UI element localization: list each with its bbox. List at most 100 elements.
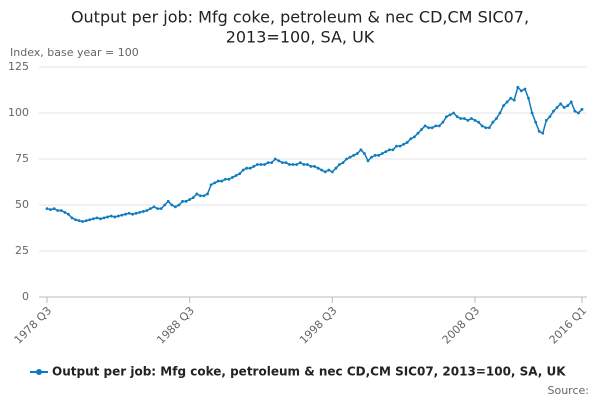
data-point — [527, 96, 530, 100]
data-point — [459, 117, 463, 120]
source: Source: — [548, 384, 590, 397]
data-point — [116, 214, 120, 218]
data-point — [273, 157, 277, 161]
data-point — [555, 106, 559, 109]
data-point — [434, 124, 438, 128]
y-tick-label: 0 — [22, 290, 29, 303]
data-point — [52, 207, 56, 211]
data-point — [427, 126, 431, 130]
data-point — [462, 117, 466, 120]
data-point — [91, 217, 95, 221]
data-point — [320, 168, 324, 172]
data-point — [412, 135, 416, 139]
data-point — [134, 211, 138, 215]
data-point — [316, 166, 320, 170]
data-point — [263, 163, 266, 166]
data-point — [352, 153, 356, 157]
data-point — [152, 205, 156, 209]
x-tick-label: 1998 Q3 — [297, 304, 340, 347]
data-point — [409, 137, 413, 141]
data-point — [238, 172, 242, 176]
x-tick-label: 2008 Q3 — [440, 304, 483, 347]
data-point — [388, 148, 391, 152]
data-point — [477, 120, 480, 124]
data-point — [59, 209, 63, 212]
data-point — [569, 100, 573, 104]
data-point — [445, 115, 448, 119]
data-point — [391, 148, 395, 152]
data-point — [56, 209, 60, 212]
data-point — [455, 115, 459, 119]
data-point — [466, 118, 470, 122]
data-point — [402, 142, 406, 146]
y-axis-label: Index, base year = 100 — [10, 46, 139, 59]
data-point — [266, 161, 270, 165]
data-point — [241, 168, 245, 172]
data-point — [509, 96, 513, 100]
data-point — [163, 203, 167, 207]
data-point — [359, 148, 363, 152]
data-point — [573, 109, 577, 113]
data-point — [537, 130, 541, 133]
data-point — [541, 131, 545, 135]
data-point — [395, 144, 398, 148]
data-point — [63, 210, 67, 214]
data-point — [95, 216, 99, 220]
data-point — [480, 124, 484, 128]
data-point — [170, 203, 174, 207]
data-point — [552, 109, 555, 113]
data-point — [231, 176, 234, 179]
data-point — [384, 150, 388, 154]
data-point — [377, 153, 381, 157]
data-point — [519, 89, 523, 93]
data-point — [373, 153, 377, 157]
data-point — [67, 212, 70, 216]
series-line — [46, 85, 583, 223]
data-point — [470, 117, 473, 120]
data-point — [145, 209, 149, 212]
data-point — [227, 177, 231, 181]
data-point — [124, 212, 127, 216]
data-point — [284, 161, 288, 165]
data-point — [277, 159, 281, 163]
data-point — [177, 203, 181, 207]
data-point — [577, 111, 580, 115]
data-point — [206, 192, 209, 196]
data-point — [216, 179, 220, 183]
data-point — [562, 106, 566, 109]
data-point — [156, 207, 159, 211]
data-point — [291, 163, 295, 166]
data-point — [313, 164, 316, 168]
data-point — [298, 161, 302, 165]
data-point — [491, 120, 495, 124]
data-point — [370, 155, 373, 159]
data-point — [113, 215, 117, 219]
data-point — [149, 207, 152, 211]
data-point — [70, 216, 74, 220]
data-point — [437, 124, 441, 128]
data-point — [213, 181, 217, 185]
data-point — [166, 199, 170, 203]
data-point — [430, 126, 434, 130]
data-point — [81, 220, 85, 223]
data-point — [99, 217, 102, 221]
y-tick-label: 125 — [8, 60, 29, 73]
chart-title: 2013=100, SA, UK — [226, 28, 375, 47]
data-point — [49, 208, 52, 212]
data-point — [334, 166, 338, 170]
data-point — [420, 128, 423, 131]
data-point — [423, 124, 427, 128]
data-point — [188, 198, 192, 201]
data-point — [448, 113, 452, 117]
data-point — [295, 163, 299, 166]
data-point — [398, 144, 402, 148]
data-point — [348, 155, 352, 159]
data-point — [512, 98, 516, 102]
y-tick-label: 75 — [15, 152, 29, 165]
data-point — [505, 100, 509, 104]
data-point — [198, 194, 202, 198]
data-point — [195, 192, 199, 196]
data-point — [220, 179, 224, 183]
data-point — [159, 207, 163, 211]
